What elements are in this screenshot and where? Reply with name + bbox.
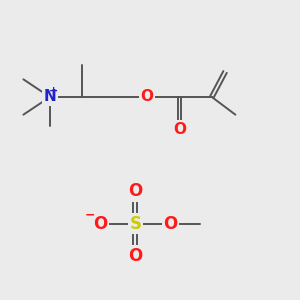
Text: +: + xyxy=(49,86,58,96)
Text: O: O xyxy=(141,89,154,104)
Text: −: − xyxy=(84,209,95,222)
Text: O: O xyxy=(173,122,186,137)
Text: N: N xyxy=(44,89,56,104)
Text: S: S xyxy=(129,214,141,232)
Text: O: O xyxy=(128,182,142,200)
Text: O: O xyxy=(93,214,107,232)
Text: O: O xyxy=(164,214,178,232)
Text: O: O xyxy=(128,247,142,265)
